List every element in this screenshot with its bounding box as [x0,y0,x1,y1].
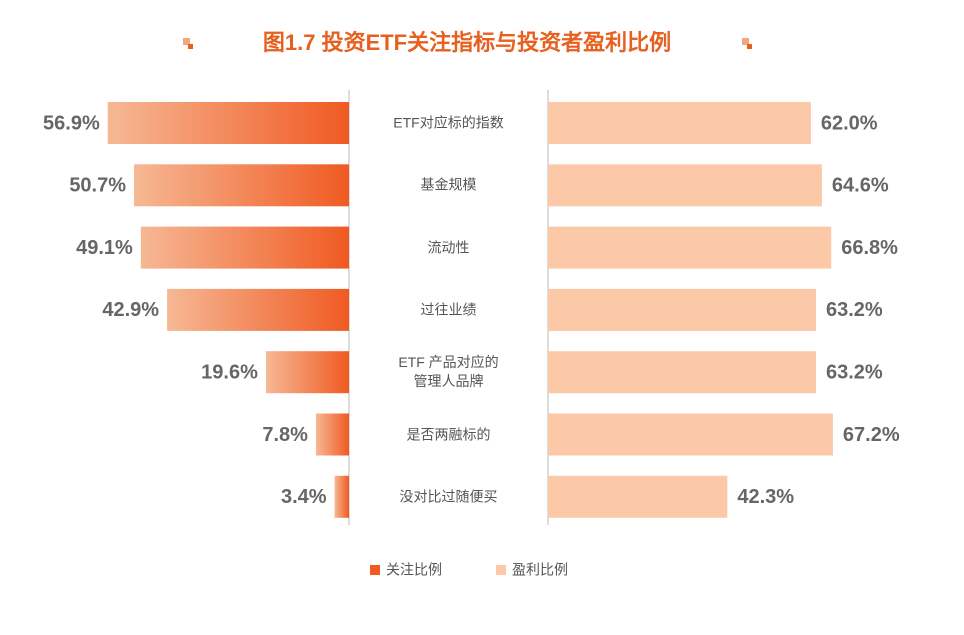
value-label: 42.3% [737,486,794,508]
value-label: 49.1% [76,237,133,259]
value-label: 50.7% [69,175,126,197]
bar [548,226,832,269]
bar [167,288,349,331]
bar [334,475,349,518]
value-label: 66.8% [841,237,898,259]
bar [548,164,822,207]
title-deco [188,44,193,49]
bar [548,475,728,518]
bar [548,351,816,394]
category-label: 流动性 [427,239,470,256]
bar [140,226,349,269]
value-label: 64.6% [832,175,889,197]
value-label: 7.8% [262,424,308,446]
legend-swatch [496,565,506,575]
legend-swatch [370,565,380,575]
bar [107,102,349,144]
value-label: 63.2% [826,299,883,321]
bar [548,413,833,456]
chart-title: 图1.7 投资ETF关注指标与投资者盈利比例 [263,30,671,55]
category-label: 没对比过随便买 [399,488,498,505]
bar [548,288,816,331]
category-label: 基金规模 [420,176,477,193]
bar [315,413,349,456]
category-label: 过往业绩 [420,301,477,318]
value-label: 3.4% [281,486,327,508]
value-label: 42.9% [102,299,159,321]
category-label: ETF对应标的指数 [393,114,504,131]
bar [548,102,811,144]
bar [265,351,349,394]
category-label: ETF 产品对应的 管理人品牌 [398,354,499,390]
legend-label: 盈利比例 [512,562,568,578]
legend-label: 关注比例 [386,562,442,578]
value-label: 63.2% [826,361,883,383]
category-label: 是否两融标的 [406,426,491,442]
value-label: 67.2% [843,424,900,446]
bar [134,164,349,207]
title-deco [183,38,190,45]
value-label: 56.9% [43,112,100,134]
value-label: 62.0% [821,112,878,134]
title-deco [742,38,749,45]
value-label: 19.6% [201,361,258,383]
title-deco [747,44,752,49]
